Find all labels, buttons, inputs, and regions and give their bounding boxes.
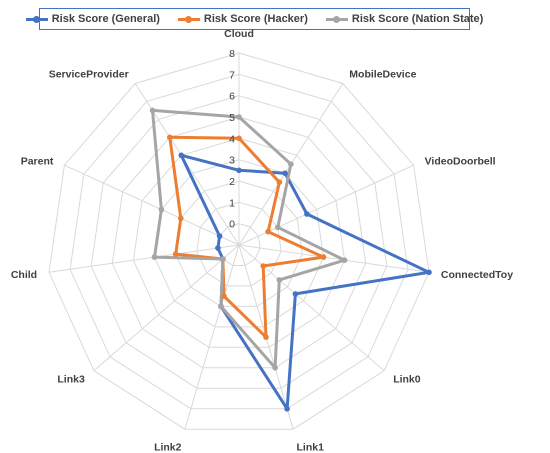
data-point-risk-score-general-mobiledevice — [282, 170, 288, 176]
data-point-risk-score-general-link1 — [284, 406, 290, 412]
data-point-risk-score-hacker-child — [172, 251, 179, 257]
tick-label-6: 6 — [229, 91, 235, 103]
legend-label-nation-state: Risk Score (Nation State) — [351, 13, 484, 25]
category-label-link0: Link0 — [393, 374, 421, 386]
tick-label-0: 0 — [229, 219, 235, 231]
grid-ring-4 — [132, 137, 346, 348]
category-label-link1: Link1 — [297, 442, 325, 453]
tick-label-8: 8 — [229, 48, 235, 60]
grid-ring-8 — [48, 52, 430, 430]
data-point-risk-score-nation-state-link0 — [276, 277, 283, 283]
data-point-risk-score-hacker-parent — [178, 215, 184, 222]
data-point-risk-score-general-link0 — [292, 291, 299, 297]
tick-label-7: 7 — [229, 69, 235, 81]
data-point-risk-score-nation-state-mobiledevice — [288, 161, 294, 167]
category-label-serviceprovider: ServiceProvider — [49, 68, 129, 80]
legend: Risk Score (General) Risk Score (Hacker)… — [25, 8, 483, 30]
data-point-risk-score-hacker-link2 — [221, 293, 227, 300]
data-point-risk-score-general-cloud — [236, 167, 242, 174]
data-point-risk-score-hacker-link1 — [263, 334, 269, 340]
data-point-risk-score-general-serviceprovider — [178, 152, 185, 159]
data-point-risk-score-hacker-mobiledevice — [276, 179, 283, 185]
category-label-cloud: Cloud — [224, 28, 254, 40]
data-point-risk-score-nation-state-connectedtoy — [341, 257, 348, 264]
grid-ring-7 — [69, 73, 409, 410]
legend-item-hacker: Risk Score (Hacker) — [177, 13, 308, 25]
legend-label-general: Risk Score (General) — [51, 13, 160, 25]
legend-item-nation-state: Risk Score (Nation State) — [325, 13, 484, 25]
tick-label-1: 1 — [229, 197, 235, 209]
grid-ring-6 — [90, 95, 388, 389]
data-point-risk-score-nation-state-cloud — [236, 114, 242, 120]
grid-ring-5 — [111, 116, 367, 369]
data-point-risk-score-hacker-serviceprovider — [167, 134, 173, 141]
legend-swatch-nation-state — [325, 15, 348, 23]
data-point-risk-score-hacker-videodoorbell — [265, 228, 271, 235]
category-label-mobiledevice: MobileDevice — [349, 68, 416, 80]
grid-ring-1 — [196, 201, 282, 287]
data-point-risk-score-general-connectedtoy — [426, 269, 432, 276]
spoke-parent — [64, 164, 240, 246]
data-point-risk-score-hacker-cloud — [236, 135, 242, 142]
series-line-risk-score-general — [179, 153, 431, 411]
tick-label-3: 3 — [229, 155, 235, 167]
data-point-risk-score-general-videodoorbell — [304, 211, 310, 217]
data-point-risk-score-hacker-connectedtoy — [320, 254, 327, 260]
category-label-link2: Link2 — [154, 442, 182, 453]
data-point-risk-score-nation-state-link1 — [272, 365, 278, 371]
data-point-risk-score-general-parent — [216, 233, 223, 239]
tick-label-2: 2 — [229, 176, 235, 188]
category-label-videodoorbell: VideoDoorbell — [425, 155, 496, 167]
series-line-risk-score-hacker — [168, 135, 325, 339]
category-label-link3: Link3 — [57, 374, 85, 386]
data-point-risk-score-nation-state-serviceprovider — [149, 107, 156, 114]
category-label-connectedtoy: ConnectedToy — [441, 269, 513, 281]
legend-swatch-general — [25, 15, 48, 23]
grid-ring-2 — [175, 180, 303, 307]
data-point-risk-score-nation-state-parent — [158, 206, 165, 213]
series-line-risk-score-nation-state — [151, 108, 347, 370]
tick-label-4: 4 — [229, 133, 235, 145]
data-point-risk-score-nation-state-child — [151, 254, 158, 260]
data-point-risk-score-hacker-link0 — [260, 263, 267, 269]
data-point-risk-score-nation-state-link2 — [218, 303, 224, 310]
data-point-risk-score-nation-state-videodoorbell — [275, 224, 281, 231]
legend-item-general: Risk Score (General) — [25, 13, 160, 25]
spoke-connectedtoy — [238, 244, 430, 273]
legend-swatch-hacker — [177, 15, 200, 23]
spoke-link2 — [184, 244, 240, 430]
legend-label-hacker: Risk Score (Hacker) — [203, 13, 308, 25]
data-point-risk-score-general-child — [215, 245, 221, 251]
spoke-link3 — [93, 244, 240, 372]
category-label-parent: Parent — [21, 155, 54, 167]
data-point-risk-score-nation-state-link3 — [220, 256, 226, 262]
tick-label-5: 5 — [229, 112, 235, 124]
category-label-child: Child — [11, 269, 37, 281]
spoke-child — [48, 244, 240, 273]
